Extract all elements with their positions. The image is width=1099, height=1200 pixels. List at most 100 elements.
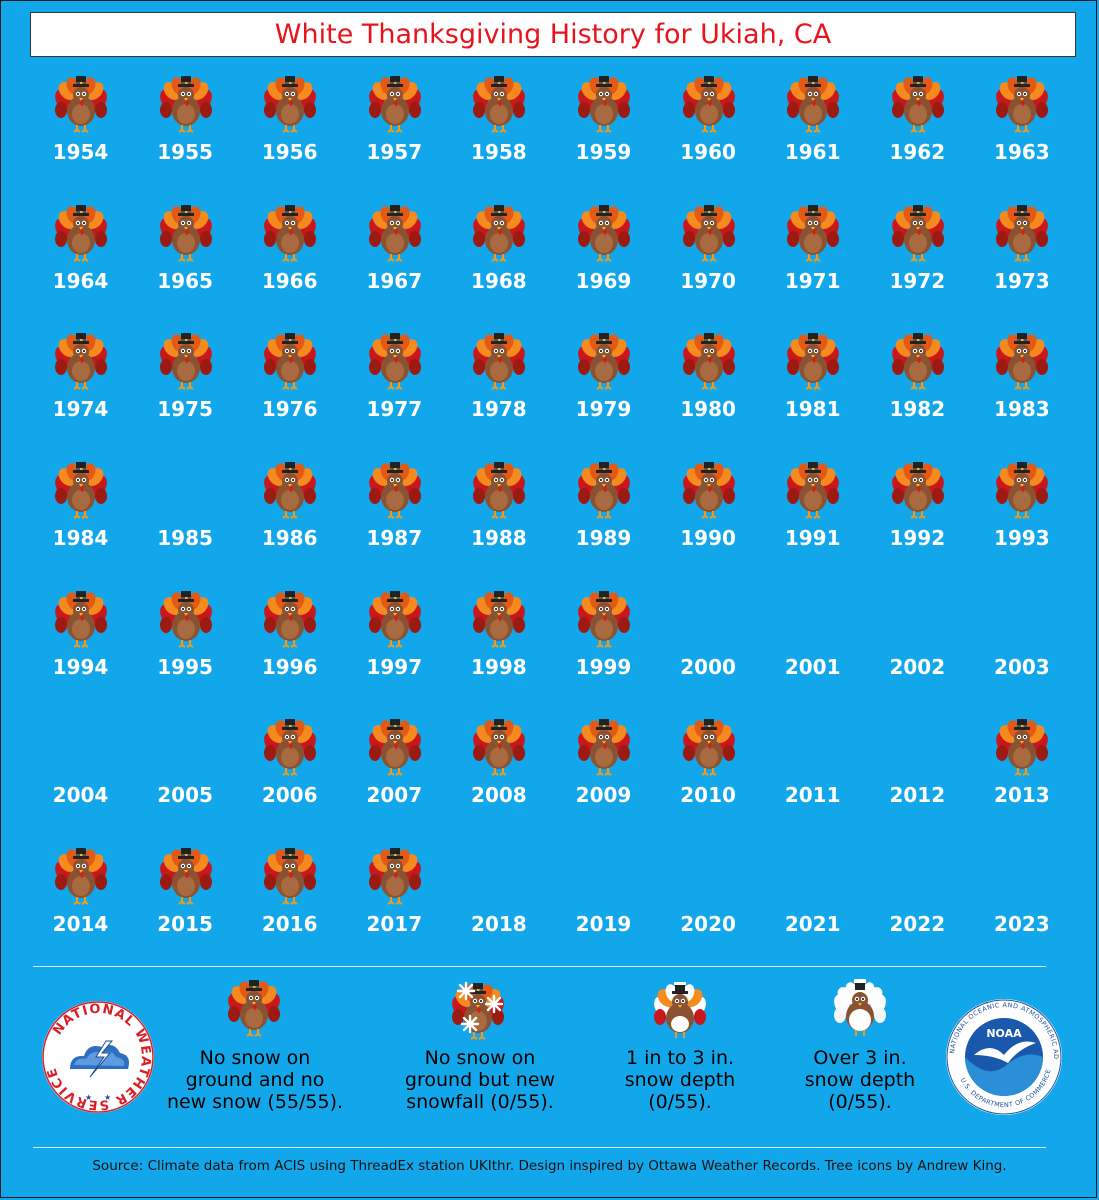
year-cell: 2012 (865, 716, 970, 836)
year-cell: 1986 (237, 459, 342, 579)
page-title: White Thanksgiving History for Ukiah, CA (274, 19, 832, 50)
year-cell: 2021 (760, 845, 865, 965)
year-grid: 1954 1955 1956 1957 1958 1959 1960 1961 1962 1963… (28, 73, 1078, 974)
year-cell: 1978 (446, 330, 551, 450)
year-cell: 2010 (656, 716, 761, 836)
year-cell: 1993 (969, 459, 1074, 579)
turkey-icon (996, 74, 1049, 133)
turkey-icon (682, 74, 735, 133)
year-cell: 1992 (865, 459, 970, 579)
year-label: 2017 (366, 912, 423, 937)
turkey-icon (159, 203, 212, 262)
turkey-icon (264, 74, 317, 133)
year-cell: 2001 (760, 588, 865, 708)
year-label: 1974 (52, 397, 109, 422)
year-cell: 2016 (237, 845, 342, 965)
turkey-icon (368, 589, 421, 648)
year-cell: 1965 (133, 202, 238, 322)
year-cell: 2018 (446, 845, 551, 965)
year-cell: 2017 (342, 845, 447, 965)
turkey-icon (996, 203, 1049, 262)
year-label: 1961 (784, 140, 841, 164)
legend-item-over-3-in: Over 3 in. snow depth (0/55). (755, 1047, 965, 1113)
year-row: 1984 1985 1986 1987 1988 1989 1990 1991 1992 1993 (28, 459, 1078, 588)
year-label: 1979 (575, 397, 632, 422)
legend-line: snowfall (0/55). (406, 1091, 554, 1113)
turkey-icon (891, 460, 944, 520)
year-label: 2021 (784, 912, 841, 937)
year-label: 1975 (157, 397, 213, 422)
year-row: 1994 1995 1996 1997 1998 1999 2000 2001 2002 2003 (28, 588, 1078, 717)
year-label: 1955 (157, 140, 213, 164)
year-label: 1999 (575, 654, 632, 679)
year-row: 2004 2005 2006 2007 2008 2009 2010 2011 2012 2013 (28, 716, 1078, 845)
year-label: 1996 (261, 654, 318, 679)
year-label: 1962 (889, 140, 946, 164)
year-cell: 1969 (551, 202, 656, 322)
turkey-icon (473, 460, 526, 520)
turkey-icon (55, 203, 107, 262)
year-cell: 1989 (551, 459, 656, 579)
year-cell: 1979 (551, 330, 656, 450)
turkey-icon (159, 331, 212, 391)
year-cell: 1973 (969, 202, 1074, 322)
turkey-icon (578, 74, 630, 133)
year-label: 1987 (366, 526, 423, 551)
legend-line: snow depth (804, 1069, 916, 1091)
year-label: 2023 (994, 912, 1050, 937)
year-cell: 1994 (28, 588, 133, 708)
year-cell: 2008 (446, 716, 551, 836)
legend-line: (0/55). (648, 1091, 712, 1113)
year-label: 2020 (680, 912, 736, 937)
turkey-icon (996, 717, 1049, 777)
year-cell: 1980 (656, 330, 761, 450)
year-cell: 2023 (969, 845, 1074, 965)
year-cell: 2011 (760, 716, 865, 836)
year-label: 2010 (680, 783, 736, 808)
year-label: 1968 (471, 268, 527, 293)
year-row: 2014 2015 2016 2017 2018 2019 2020 2021 2022 2023 (28, 845, 1078, 974)
turkey-icon (368, 74, 421, 133)
year-cell: 1995 (133, 588, 238, 708)
year-cell: 1976 (237, 330, 342, 450)
year-cell: 2004 (28, 716, 133, 836)
year-cell: 1958 (446, 73, 551, 193)
year-label: 2019 (575, 912, 632, 937)
year-label: 1986 (261, 526, 318, 551)
year-label: 1991 (784, 526, 841, 551)
year-label: 1982 (889, 397, 946, 422)
divider-top (33, 966, 1046, 967)
year-cell: 2000 (656, 588, 761, 708)
divider-bottom (33, 1147, 1046, 1148)
year-cell: 2003 (969, 588, 1074, 708)
turkey-icon (578, 589, 630, 648)
svg-text:★: ★ (104, 1093, 111, 1102)
turkey-icon (787, 331, 840, 391)
turkey-icon (682, 203, 735, 262)
year-cell: 1984 (28, 459, 133, 579)
turkey-icon (368, 203, 421, 262)
year-cell: 1974 (28, 330, 133, 450)
year-cell: 2019 (551, 845, 656, 965)
year-cell: 1977 (342, 330, 447, 450)
noaa-logo-text: NOAA (986, 1027, 1022, 1040)
year-label: 2016 (261, 912, 318, 937)
year-cell: 1954 (28, 73, 133, 193)
year-cell: 2020 (656, 845, 761, 965)
year-label: 1959 (575, 140, 632, 164)
year-cell: 2006 (237, 716, 342, 836)
year-cell: 1982 (865, 330, 970, 450)
year-row: 1964 1965 1966 1967 1968 1969 1970 1971 1972 1973 (28, 202, 1078, 331)
year-cell: 2005 (133, 716, 238, 836)
turkey-icon (996, 460, 1049, 520)
year-label: 1966 (261, 268, 318, 293)
year-label: 1970 (680, 268, 736, 293)
turkey-icon (473, 74, 526, 133)
year-label: 2005 (157, 783, 213, 808)
year-label: 1983 (994, 397, 1050, 422)
year-label: 2008 (471, 783, 527, 808)
turkey-icon (368, 331, 421, 391)
turkey-icon (264, 331, 317, 391)
turkey-icon (55, 846, 107, 906)
